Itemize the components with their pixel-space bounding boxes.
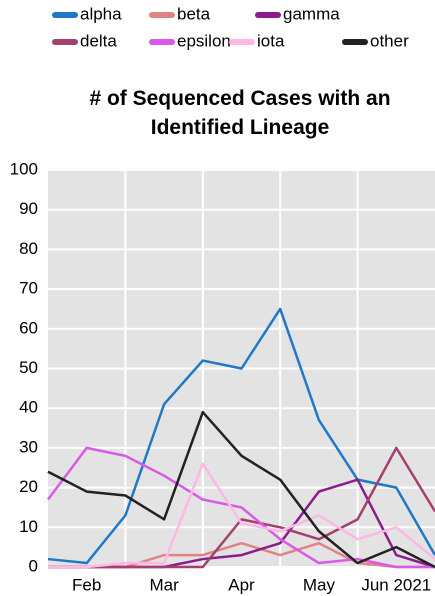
series-line [47,410,435,569]
legend-label: alpha [80,4,122,23]
x-tick-label: May [303,575,336,594]
legend-label: iota [257,31,285,50]
y-tick-label: 30 [19,437,38,456]
x-tick-label: Apr [228,575,255,594]
legend-label: epsilon [177,31,231,50]
y-tick-label: 0 [29,556,38,575]
legend-label: beta [177,4,211,23]
y-tick-label: 70 [19,279,38,298]
y-tick-label: 20 [19,477,38,496]
series-line [48,446,435,569]
x-tick-label: Feb [72,575,101,594]
y-tick-label: 90 [19,199,38,218]
series-line [48,462,435,569]
y-tick-label: 100 [10,159,38,178]
y-tick-label: 40 [19,398,38,417]
x-tick-label: Jun 2021 [361,575,431,594]
legend-label: delta [80,31,117,50]
series-line [46,446,435,569]
y-tick-label: 50 [19,358,38,377]
x-tick-label: Mar [149,575,179,594]
y-tick-label: 60 [19,318,38,337]
chart-title: # of Sequenced Cases with an Identified … [89,87,391,139]
legend-label: other [370,31,409,50]
y-tick-label: 80 [19,239,38,258]
series-line [47,307,435,565]
legend-label: gamma [283,4,340,23]
y-tick-label: 10 [19,517,38,536]
